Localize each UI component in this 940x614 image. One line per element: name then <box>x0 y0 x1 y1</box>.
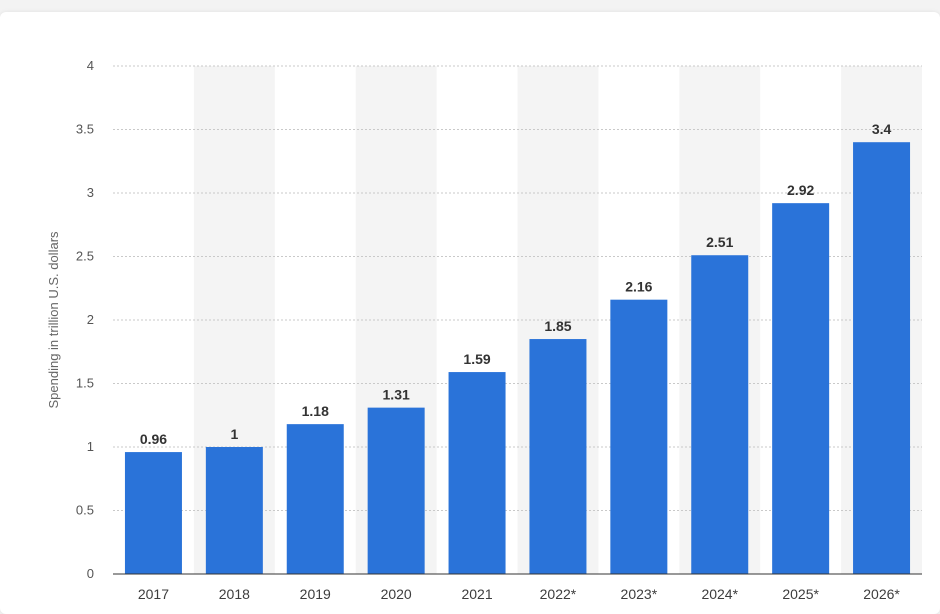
x-tick-label: 2026* <box>863 586 900 602</box>
x-tick-label: 2023* <box>621 586 658 602</box>
bars <box>124 142 911 575</box>
bar[interactable] <box>367 407 425 574</box>
y-tick-label: 2.5 <box>76 249 94 264</box>
bar[interactable] <box>691 255 749 575</box>
x-tick-label: 2017 <box>138 586 169 602</box>
data-label: 1.31 <box>383 387 410 403</box>
bar[interactable] <box>124 452 182 574</box>
y-tick-label: 1.5 <box>76 376 94 391</box>
y-axis-ticks: 0 0.5 1 1.5 2 2.5 3 3.5 4 <box>76 58 94 581</box>
x-tick-label: 2019 <box>300 586 331 602</box>
y-tick-label: 0.5 <box>76 503 94 518</box>
x-tick-label: 2022* <box>540 586 577 602</box>
bar[interactable] <box>853 142 911 574</box>
gridlines <box>113 65 922 511</box>
x-tick-label: 2018 <box>219 586 250 602</box>
data-label: 1.85 <box>544 318 571 334</box>
y-axis-label: Spending in trillion U.S. dollars <box>46 231 61 409</box>
bar[interactable] <box>205 447 263 574</box>
bar[interactable] <box>529 339 587 574</box>
data-label: 1 <box>230 426 238 442</box>
bar[interactable] <box>772 203 830 574</box>
x-tick-label: 2021 <box>461 586 492 602</box>
data-label: 3.4 <box>872 121 892 137</box>
bar[interactable] <box>448 372 506 574</box>
data-labels: 0.96 1 1.18 1.31 1.59 1.85 2.16 2.51 2.92 3.4 <box>140 121 892 447</box>
y-tick-label: 4 <box>87 58 94 73</box>
y-tick-label: 2 <box>87 312 94 327</box>
x-tick-label: 2024* <box>701 586 738 602</box>
x-tick-label: 2020 <box>381 586 412 602</box>
data-label: 2.16 <box>625 279 652 295</box>
data-label: 2.51 <box>706 234 733 250</box>
x-tick-label: 2025* <box>782 586 819 602</box>
y-tick-label: 1 <box>87 439 94 454</box>
data-label: 1.59 <box>463 351 490 367</box>
y-tick-label: 3.5 <box>76 122 94 137</box>
data-label: 1.18 <box>302 403 329 419</box>
bar[interactable] <box>286 424 344 574</box>
data-label: 0.96 <box>140 431 167 447</box>
data-label: 2.92 <box>787 182 814 198</box>
x-axis-ticks: 2017 2018 2019 2020 2021 2022* 2023* 2024* 2025*… <box>138 586 901 602</box>
y-tick-label: 3 <box>87 185 94 200</box>
y-tick-label: 0 <box>87 566 94 581</box>
bar[interactable] <box>610 299 668 574</box>
